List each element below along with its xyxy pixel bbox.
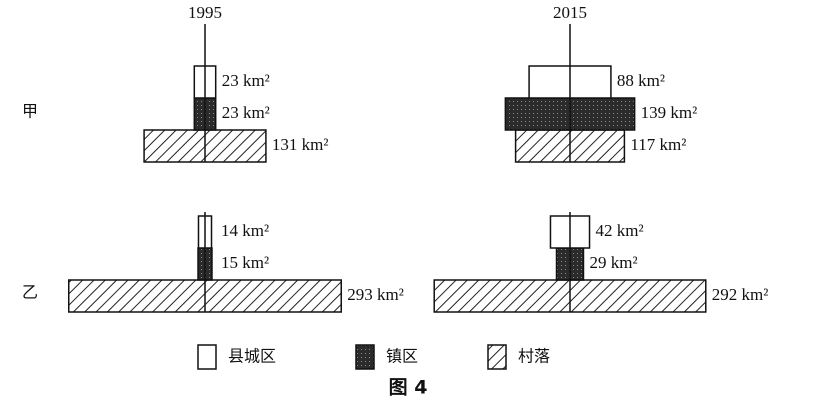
legend-swatch bbox=[487, 344, 507, 370]
legend-swatch bbox=[355, 344, 375, 370]
value-label: 14 km² bbox=[221, 221, 269, 240]
legend-label: 县城区 bbox=[228, 347, 276, 366]
value-label: 23 km² bbox=[222, 71, 270, 90]
value-label: 131 km² bbox=[272, 135, 329, 154]
group-label: 乙 bbox=[22, 283, 38, 302]
value-label: 117 km² bbox=[630, 135, 686, 154]
value-label: 42 km² bbox=[596, 221, 644, 240]
value-label: 15 km² bbox=[221, 253, 269, 272]
legend-label: 镇区 bbox=[386, 347, 418, 366]
year-label: 1995 bbox=[188, 3, 222, 22]
value-label: 88 km² bbox=[617, 71, 665, 90]
value-label: 139 km² bbox=[641, 103, 698, 122]
value-label: 292 km² bbox=[712, 285, 769, 304]
legend-label: 村落 bbox=[518, 347, 550, 366]
value-label: 23 km² bbox=[222, 103, 270, 122]
legend-swatch bbox=[197, 344, 217, 370]
chart-title: 图 4 bbox=[389, 377, 428, 399]
value-label: 293 km² bbox=[347, 285, 404, 304]
value-label: 29 km² bbox=[589, 253, 637, 272]
group-label: 甲 bbox=[22, 102, 38, 121]
year-label: 2015 bbox=[553, 3, 587, 22]
